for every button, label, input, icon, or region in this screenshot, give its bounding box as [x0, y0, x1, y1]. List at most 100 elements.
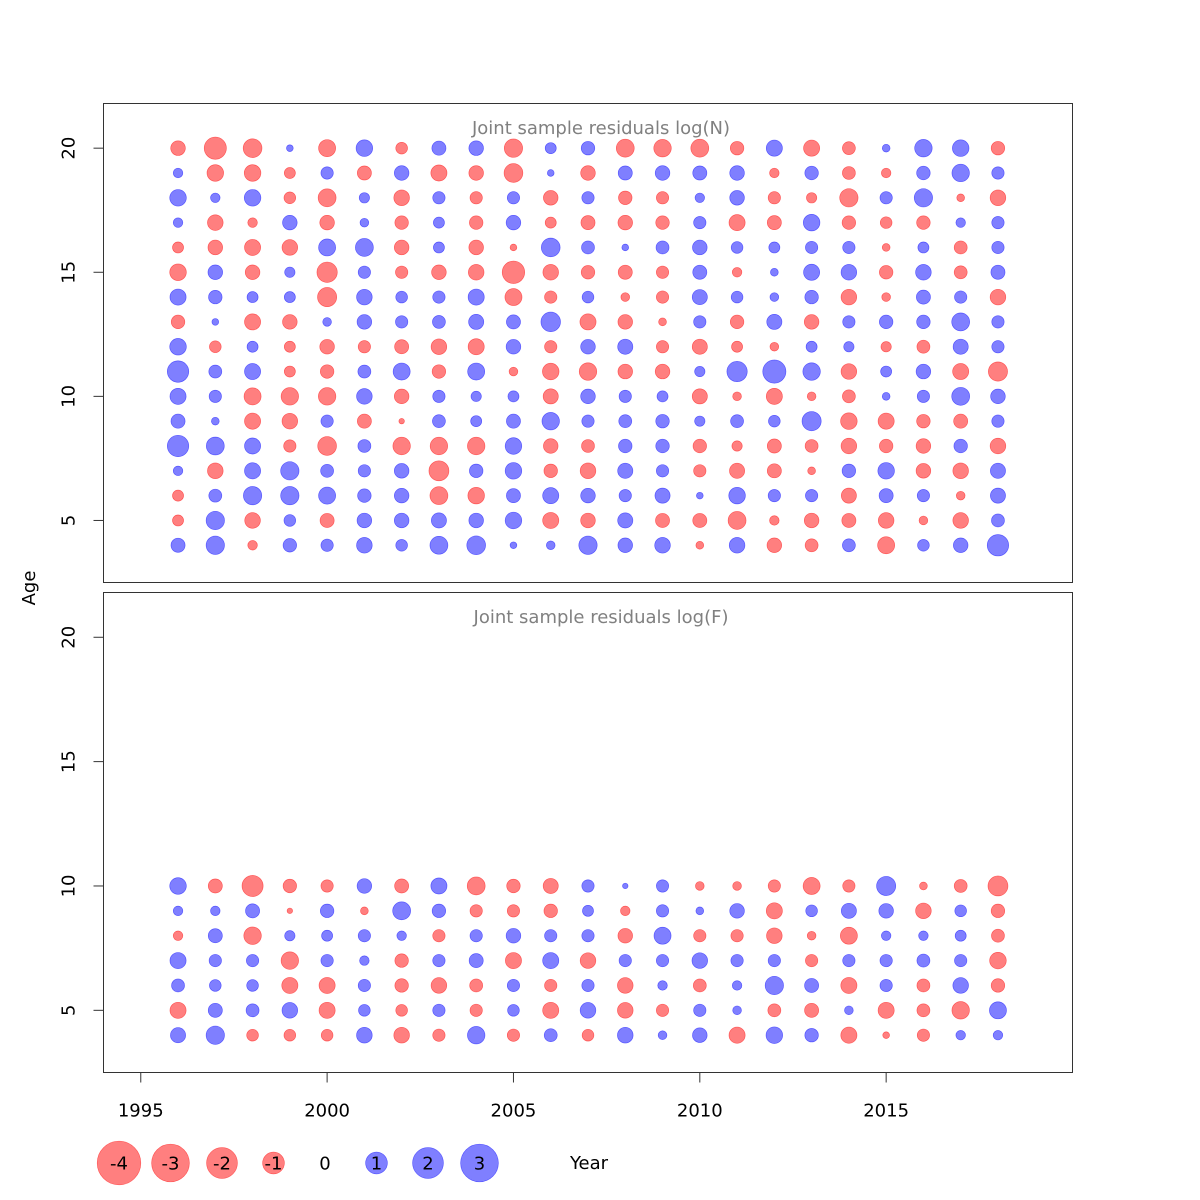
residual-bubble — [281, 1002, 298, 1019]
residual-bubble — [730, 929, 744, 943]
residual-bubble — [991, 166, 1005, 180]
residual-bubble — [243, 926, 262, 945]
residual-bubble — [658, 317, 667, 327]
residual-bubble — [581, 879, 595, 893]
residual-bubble — [840, 437, 858, 455]
residual-bubble — [242, 138, 263, 158]
residual-bubble — [690, 138, 710, 158]
residual-bubble — [244, 437, 261, 455]
residual-bubble — [246, 979, 259, 992]
residual-bubble — [730, 241, 744, 254]
legend-bubble — [96, 1140, 142, 1186]
residual-bubble — [544, 978, 558, 992]
residual-bubble — [694, 366, 706, 378]
residual-bubble — [916, 165, 931, 181]
residual-bubble — [468, 512, 484, 529]
residual-bubble — [360, 906, 369, 916]
residual-bubble — [543, 463, 558, 478]
residual-bubble — [245, 1003, 260, 1018]
residual-bubble — [356, 1027, 373, 1044]
residual-bubble — [803, 314, 820, 330]
residual-bubble — [286, 144, 294, 152]
residual-bubble — [469, 215, 484, 230]
residual-bubble — [655, 215, 670, 230]
residual-bubble — [840, 487, 857, 504]
residual-bubble — [692, 165, 708, 181]
residual-bubble — [952, 338, 969, 355]
residual-bubble — [506, 488, 521, 504]
residual-bubble — [286, 907, 293, 914]
residual-bubble — [990, 978, 1006, 993]
residual-bubble — [282, 214, 298, 231]
residual-bubble — [879, 978, 893, 992]
residual-bubble — [244, 239, 261, 256]
residual-bubble — [653, 926, 672, 945]
residual-bubble — [653, 139, 672, 158]
residual-bubble — [656, 290, 670, 304]
residual-bubble — [654, 537, 671, 554]
residual-bubble — [916, 389, 930, 403]
residual-bubble — [578, 362, 598, 381]
residual-bubble — [916, 339, 931, 354]
residual-bubble — [205, 510, 225, 530]
residual-bubble — [467, 288, 485, 306]
legend-label: -3 — [162, 1154, 180, 1175]
residual-bubble — [169, 263, 187, 281]
residual-bubble — [320, 166, 334, 180]
residual-bubble — [729, 165, 745, 181]
residual-bubble — [504, 288, 523, 306]
residual-bubble — [916, 1003, 931, 1018]
residual-bubble — [842, 141, 856, 155]
residual-bubble — [581, 1029, 595, 1042]
residual-bubble — [206, 164, 224, 182]
residual-bubble — [916, 978, 931, 993]
residual-bubble — [620, 292, 630, 302]
residual-bubble — [206, 436, 225, 456]
residual-bubble — [730, 290, 744, 304]
residual-bubble — [245, 903, 260, 919]
residual-bubble — [318, 1001, 336, 1019]
residual-bubble — [691, 338, 708, 355]
residual-bubble — [544, 290, 558, 304]
residual-bubble — [804, 978, 819, 993]
residual-bubble — [989, 189, 1007, 206]
residual-bubble — [322, 317, 332, 327]
residual-bubble — [617, 462, 634, 479]
residual-bubble — [433, 216, 445, 229]
residual-bubble — [394, 953, 409, 968]
x-axis: 1995 2000 2005 2010 2015 — [118, 1072, 909, 1122]
residual-bubble — [542, 388, 559, 405]
residual-bubble — [211, 318, 220, 326]
residual-bubble — [692, 264, 708, 280]
residual-bubble — [280, 951, 299, 970]
residual-bubble — [319, 513, 335, 528]
residual-bubble — [655, 513, 670, 528]
residual-bubble — [765, 139, 783, 157]
residual-bubble — [951, 163, 970, 183]
residual-bubble — [656, 879, 670, 893]
residual-bubble — [281, 239, 298, 256]
residual-bubble — [356, 288, 373, 306]
residual-bubble — [617, 977, 634, 994]
residual-bubble — [543, 438, 559, 454]
residual-bubble — [505, 339, 522, 355]
residual-bubble — [766, 438, 782, 454]
residual-bubble — [244, 512, 261, 529]
residual-bubble — [432, 954, 446, 968]
residual-bubble — [880, 341, 892, 353]
residual-bubble — [769, 167, 780, 179]
residual-bubble — [765, 387, 783, 405]
residual-bubble — [504, 462, 523, 480]
residual-bubble — [916, 489, 930, 503]
residual-bubble — [282, 538, 297, 553]
residual-bubble — [768, 414, 781, 428]
residual-bubble — [767, 1003, 782, 1018]
residual-bubble — [991, 340, 1005, 354]
residual-bubble — [916, 314, 931, 329]
residual-bubble — [357, 364, 372, 379]
residual-bubble — [207, 214, 224, 231]
residual-bubble — [727, 511, 747, 530]
residual-bubble — [691, 388, 708, 405]
residual-bubble — [694, 415, 706, 427]
residual-bubble — [208, 389, 222, 403]
